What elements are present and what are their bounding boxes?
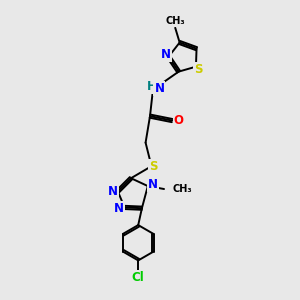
Text: N: N	[160, 48, 171, 61]
Text: S: S	[194, 62, 202, 76]
Text: O: O	[174, 114, 184, 127]
Text: Cl: Cl	[132, 271, 145, 284]
Text: N: N	[114, 202, 124, 215]
Text: N: N	[108, 185, 118, 198]
Text: S: S	[149, 160, 157, 173]
Text: H: H	[146, 80, 156, 93]
Text: N: N	[148, 178, 158, 191]
Text: CH₃: CH₃	[165, 16, 185, 26]
Text: N: N	[154, 82, 164, 95]
Text: CH₃: CH₃	[173, 184, 193, 194]
